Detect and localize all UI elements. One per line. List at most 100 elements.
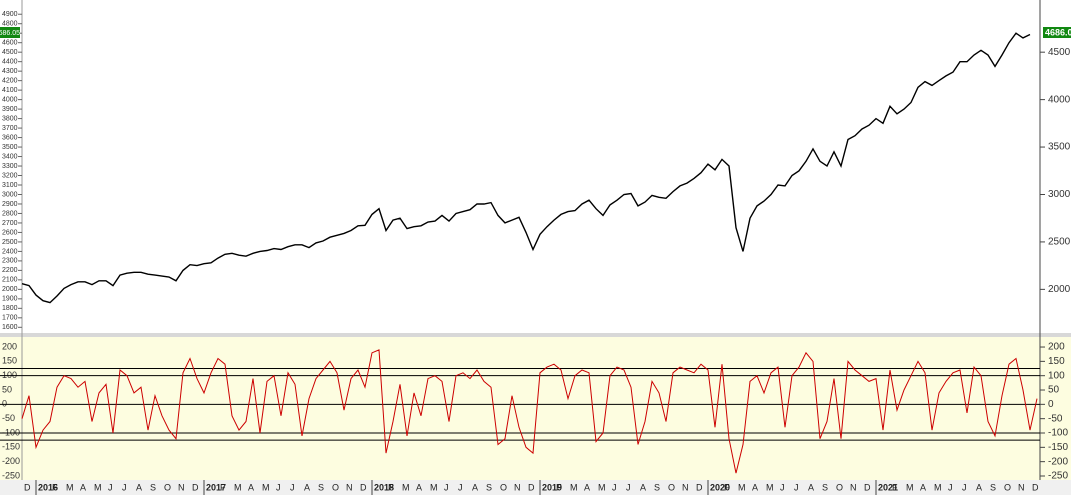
y-tick-label: 4000 xyxy=(2,96,18,103)
x-tick-label: M xyxy=(234,482,242,492)
x-tick-label: 2019 xyxy=(542,482,562,492)
y-tick-label: 2700 xyxy=(2,220,18,227)
y-tick-label: 3800 xyxy=(2,115,18,122)
x-tick-label: A xyxy=(416,482,422,492)
last-value-box xyxy=(0,27,20,38)
data-line xyxy=(21,349,1038,474)
y2-tick-label: -250 xyxy=(1048,471,1068,482)
y-tick-label: 2600 xyxy=(2,229,18,236)
x-tick-label: A xyxy=(472,482,478,492)
y2-tick-label: -50 xyxy=(1048,413,1063,424)
x-tick-label: O xyxy=(836,482,843,492)
x-tick-label: M xyxy=(94,482,102,492)
x-tick-label: A xyxy=(248,482,254,492)
x-tick-label: A xyxy=(976,482,982,492)
x-tick-label: F xyxy=(724,482,730,492)
last-value-label: 4686.05 xyxy=(1045,27,1071,37)
last-value-box xyxy=(1043,27,1071,38)
y2-tick-label: 2500 xyxy=(1048,237,1071,248)
y-tick-label: 2300 xyxy=(2,258,18,265)
x-tick-label: O xyxy=(500,482,507,492)
y-tick-label: 4600 xyxy=(2,40,18,47)
y-tick-label: 3700 xyxy=(2,125,18,132)
y-tick-label: 1600 xyxy=(2,324,18,331)
x-tick-label: N xyxy=(682,482,689,492)
x-axis-band xyxy=(0,480,1071,495)
y-tick-label: 4900 xyxy=(2,11,18,18)
y-tick-label: 0 xyxy=(2,399,7,409)
x-tick-label: S xyxy=(150,482,156,492)
x-tick-label: D xyxy=(696,482,703,492)
y-tick-label: -250 xyxy=(2,470,20,480)
x-tick-label: A xyxy=(920,482,926,492)
y2-tick-label: 3000 xyxy=(1048,189,1071,200)
y2-tick-label: 100 xyxy=(1048,370,1065,381)
x-tick-label: O xyxy=(332,482,339,492)
x-tick-label: J xyxy=(108,482,113,492)
y-tick-label: 3900 xyxy=(2,106,18,113)
y-tick-label: 2900 xyxy=(2,201,18,208)
y-tick-label: 4100 xyxy=(2,87,18,94)
y-tick-label: 100 xyxy=(2,370,17,380)
x-tick-label: J xyxy=(458,482,463,492)
y2-tick-label: -100 xyxy=(1048,428,1068,439)
x-tick-label: M xyxy=(738,482,746,492)
x-tick-label: N xyxy=(1018,482,1025,492)
x-tick-label: J xyxy=(962,482,967,492)
x-tick-label: F xyxy=(52,482,58,492)
x-tick-label: D xyxy=(24,482,31,492)
x-tick-label: M xyxy=(766,482,774,492)
y2-tick-label: -200 xyxy=(1048,456,1068,467)
x-tick-label: D xyxy=(192,482,199,492)
last-value-label: 4686.05 xyxy=(0,30,20,37)
x-tick-label: J xyxy=(276,482,281,492)
y-tick-label: 50 xyxy=(2,384,12,394)
x-tick-label: M xyxy=(66,482,74,492)
x-tick-label: M xyxy=(402,482,410,492)
x-tick-label: S xyxy=(486,482,492,492)
x-tick-label: M xyxy=(906,482,914,492)
y-tick-label: 4500 xyxy=(2,49,18,56)
y-tick-label: 4400 xyxy=(2,59,18,66)
y-tick-label: 2500 xyxy=(2,239,18,246)
x-tick-label: J xyxy=(780,482,785,492)
y-tick-label: 3100 xyxy=(2,182,18,189)
y2-tick-label: 150 xyxy=(1048,356,1065,367)
x-tick-label: J xyxy=(290,482,295,492)
x-tick-label: N xyxy=(346,482,353,492)
y2-tick-label: 200 xyxy=(1048,342,1065,353)
x-tick-label: J xyxy=(948,482,953,492)
x-tick-label: A xyxy=(304,482,310,492)
y-tick-label: 200 xyxy=(2,341,17,351)
x-tick-label: 2021 xyxy=(878,482,898,492)
x-tick-label: A xyxy=(640,482,646,492)
x-tick-label: J xyxy=(122,482,127,492)
x-tick-label: A xyxy=(136,482,142,492)
x-tick-label: O xyxy=(668,482,675,492)
y-tick-label: 3600 xyxy=(2,134,18,141)
x-tick-label: J xyxy=(612,482,617,492)
y-tick-label: 2200 xyxy=(2,267,18,274)
x-tick-label: N xyxy=(178,482,185,492)
y-tick-label: 3000 xyxy=(2,191,18,198)
y2-tick-label: 0 xyxy=(1048,399,1054,410)
x-tick-label: O xyxy=(1004,482,1011,492)
x-tick-label: S xyxy=(822,482,828,492)
x-tick-label: N xyxy=(850,482,857,492)
x-tick-label: J xyxy=(794,482,799,492)
x-tick-label: F xyxy=(556,482,562,492)
y-tick-label: 150 xyxy=(2,356,17,366)
y-tick-label: 2400 xyxy=(2,248,18,255)
y-tick-label: 3500 xyxy=(2,144,18,151)
x-tick-label: S xyxy=(318,482,324,492)
oscillator-panel xyxy=(0,337,1071,480)
x-tick-label: M xyxy=(262,482,270,492)
x-tick-label: M xyxy=(570,482,578,492)
x-tick-label: 2016 xyxy=(38,482,58,492)
price-panel xyxy=(0,0,1071,333)
y-tick-label: -100 xyxy=(2,427,20,437)
x-tick-label: J xyxy=(444,482,449,492)
x-tick-label: D xyxy=(864,482,871,492)
